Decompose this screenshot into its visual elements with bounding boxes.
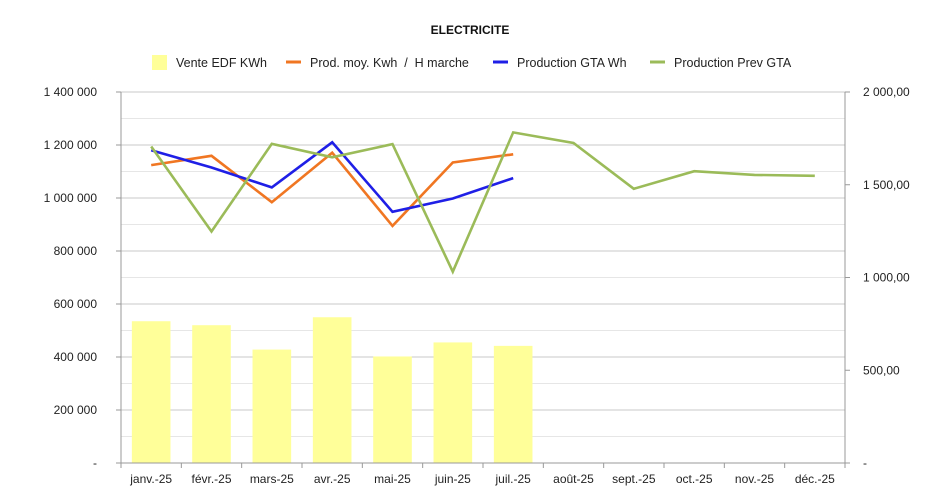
legend-swatch-bar <box>152 55 167 70</box>
left-tick-label: 200 000 <box>54 403 98 417</box>
x-tick-label: févr.-25 <box>191 472 231 486</box>
left-tick-label: 1 000 000 <box>44 191 98 205</box>
x-tick-label: sept.-25 <box>612 472 656 486</box>
legend: Vente EDF KWh Prod. moy. Kwh / H marche Pr… <box>152 55 792 70</box>
line-series <box>150 130 815 275</box>
bar-4 <box>312 317 352 463</box>
x-tick-label: juil.-25 <box>494 472 531 486</box>
bar-6 <box>433 342 473 463</box>
bar-7 <box>493 345 533 463</box>
series-line-prod-moy-kwh-h-marche <box>151 150 514 228</box>
bar-series <box>131 317 533 463</box>
x-tick-label: mai-25 <box>374 472 411 486</box>
chart-title: ELECTRICITE <box>431 23 510 37</box>
x-tick-label: mars-25 <box>250 472 294 486</box>
left-tick-label: 800 000 <box>54 244 98 258</box>
gridlines <box>121 91 845 464</box>
x-tick-label: avr.-25 <box>314 472 351 486</box>
right-tick-label: - <box>863 456 867 470</box>
bar-2 <box>192 325 231 463</box>
left-tick-label: - <box>93 456 97 470</box>
x-tick-label: janv.-25 <box>129 472 172 486</box>
legend-label: Prod. moy. Kwh / H marche <box>310 56 469 70</box>
legend-label: Production Prev GTA <box>674 56 792 70</box>
x-tick-label: déc.-25 <box>795 472 835 486</box>
bar-3 <box>252 349 292 463</box>
axes: - 200 000 400 000 600 000 800 000 1 000 000 1 … <box>44 85 910 486</box>
bar-5 <box>373 356 412 463</box>
right-tick-label: 500,00 <box>863 363 900 377</box>
x-tick-label: juin-25 <box>434 472 471 486</box>
left-tick-label: 600 000 <box>54 297 98 311</box>
bar-1 <box>131 321 171 463</box>
series-line-production-gta-wh <box>150 140 514 214</box>
series-line-production-prev-gta <box>150 130 815 275</box>
legend-label: Vente EDF KWh <box>176 56 267 70</box>
x-tick-label: oct.-25 <box>676 472 713 486</box>
legend-label: Production GTA Wh <box>517 56 627 70</box>
left-tick-label: 400 000 <box>54 350 98 364</box>
right-tick-label: 1 500,00 <box>863 178 910 192</box>
right-tick-label: 1 000,00 <box>863 271 910 285</box>
left-tick-label: 1 200 000 <box>44 138 98 152</box>
x-tick-label: nov.-25 <box>735 472 774 486</box>
x-tick-label: août-25 <box>553 472 594 486</box>
right-tick-label: 2 000,00 <box>863 85 910 99</box>
left-tick-label: 1 400 000 <box>44 85 98 99</box>
